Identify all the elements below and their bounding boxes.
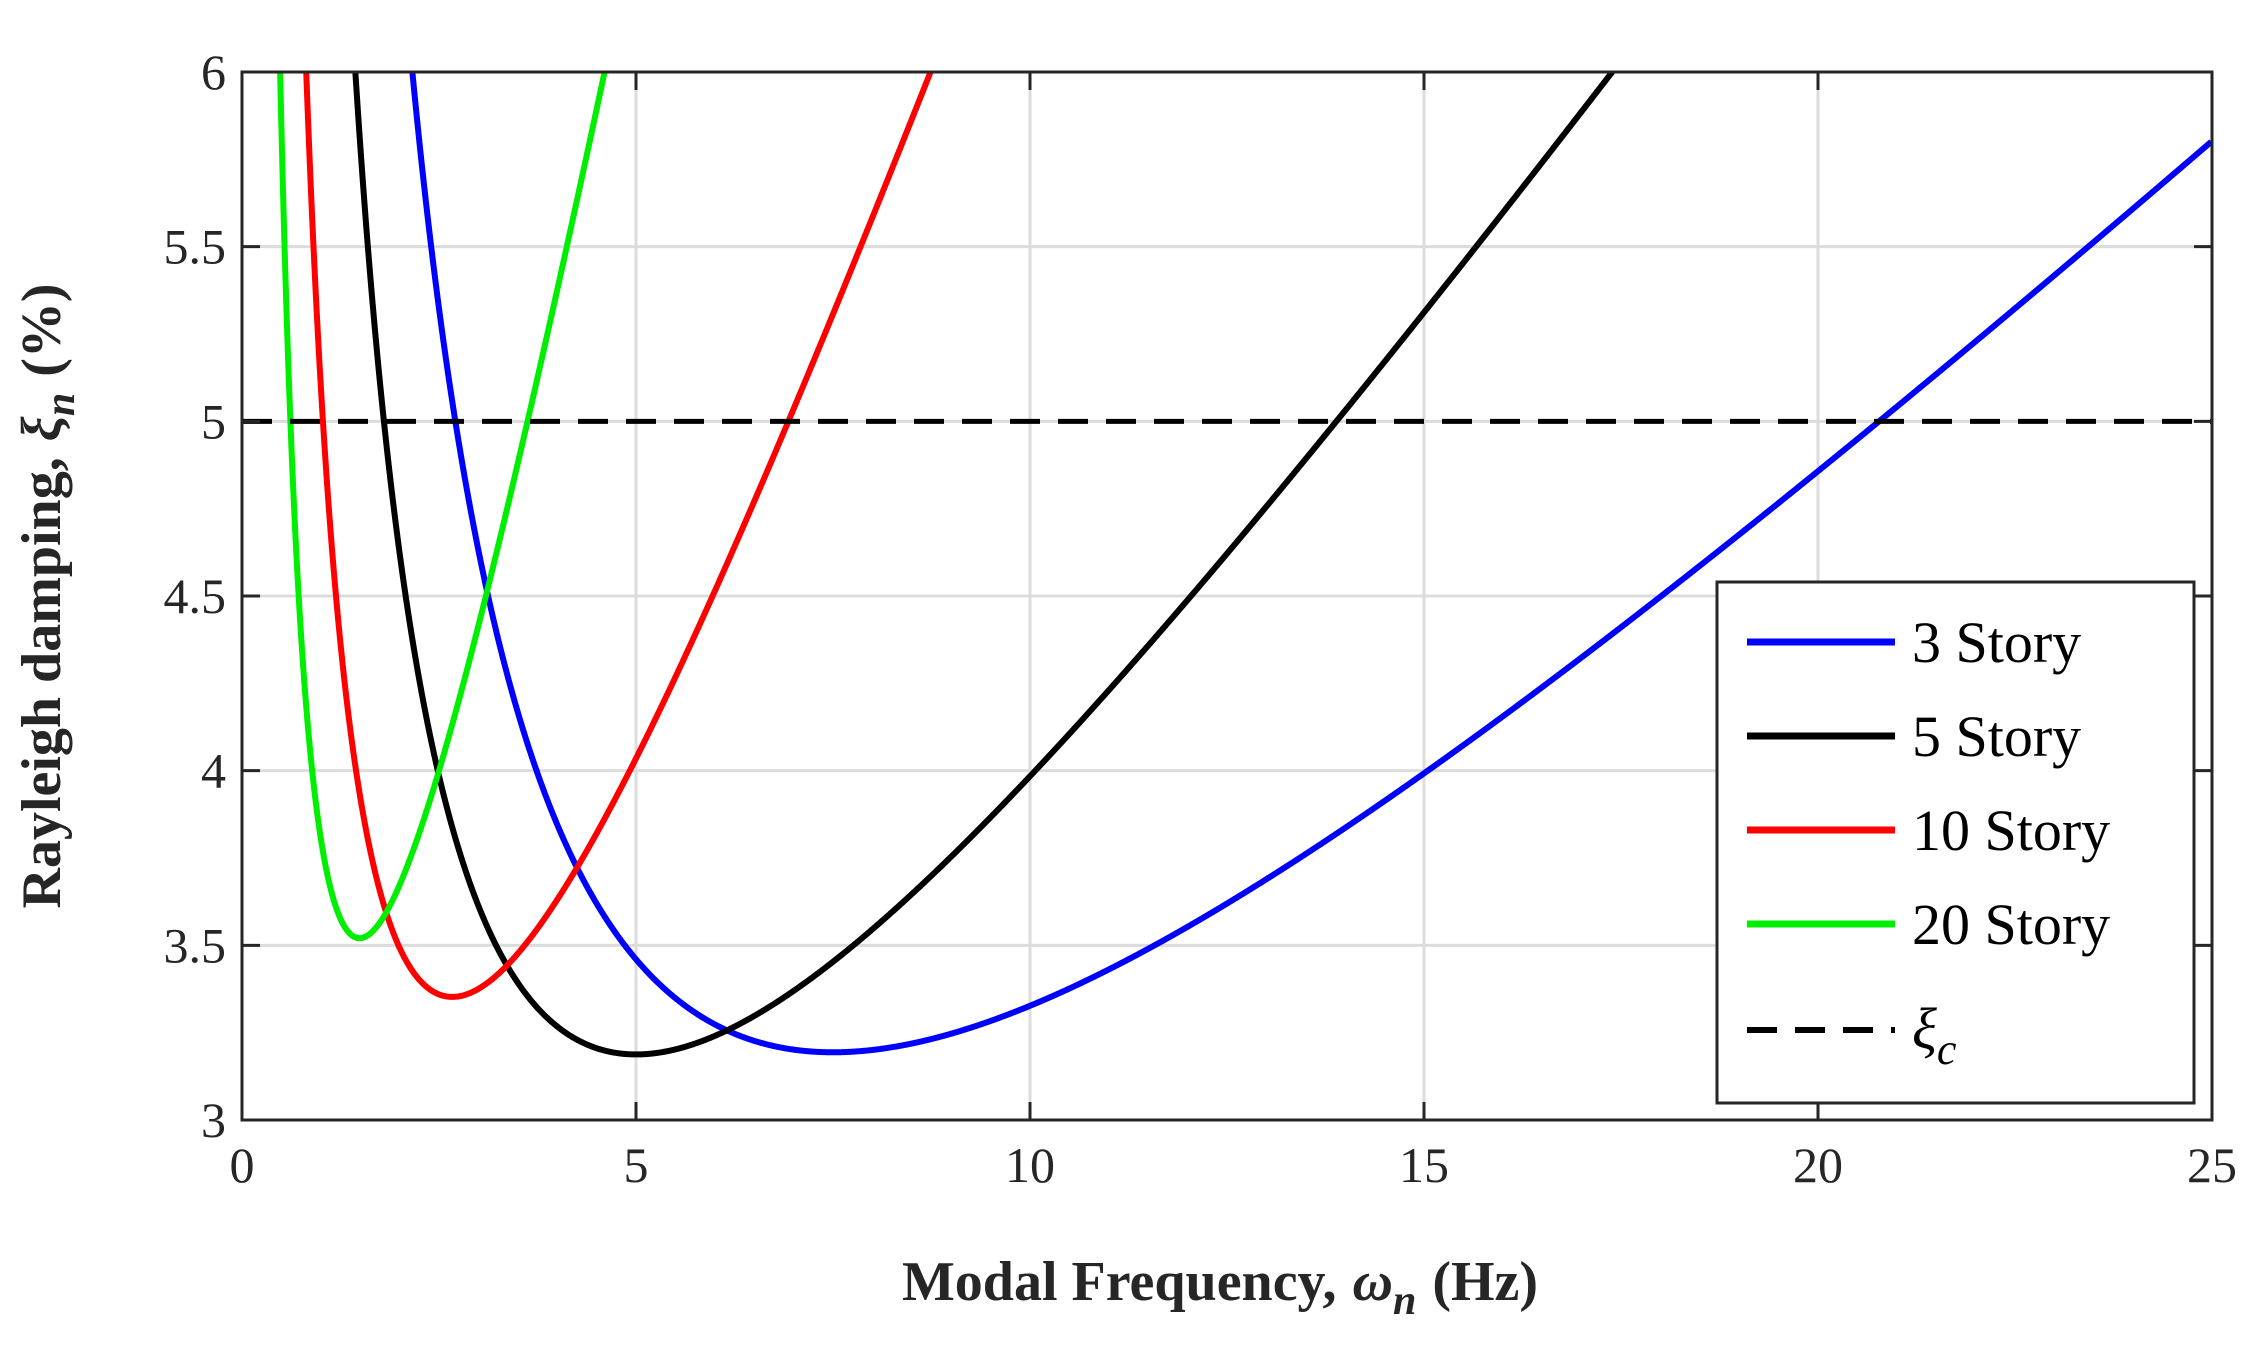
- legend-label-20-story: 20 Story: [1912, 892, 2110, 957]
- x-tick-label-25: 25: [2187, 1137, 2237, 1193]
- series-line-10-story: [303, 72, 934, 1000]
- y-tick-label-4-5: 4.5: [164, 568, 227, 624]
- y-tick-label-5: 5: [201, 393, 226, 449]
- legend-label-5-story: 5 Story: [1912, 704, 2081, 769]
- legend-label-3-story: 3 Story: [1912, 610, 2081, 675]
- legend-critical-subscript: c: [1937, 1025, 1957, 1074]
- x-tick-label-0: 0: [230, 1137, 255, 1193]
- x-axis-label: Modal Frequency, ωn (Hz): [902, 1251, 1538, 1324]
- y-tick-label-3: 3: [201, 1092, 226, 1148]
- series-line-20-story: [277, 72, 608, 942]
- series-layer: [242, 72, 2212, 1058]
- y-axis-label-text: Rayleigh damping,: [11, 457, 73, 908]
- y-tick-label-6: 6: [201, 44, 226, 100]
- x-axis-subscript: n: [1393, 1278, 1416, 1324]
- x-axis-units: (Hz): [1432, 1251, 1538, 1313]
- legend-box: [1715, 580, 2196, 1105]
- y-axis-units: (%): [11, 283, 73, 376]
- y-axis-subscript: n: [38, 393, 84, 416]
- y-tick-label-4: 4: [201, 743, 226, 799]
- x-tick-label-10: 10: [1005, 1137, 1055, 1193]
- x-tick-label-5: 5: [624, 1137, 649, 1193]
- legend-label-critical-damping: ξc: [1912, 996, 1957, 1074]
- y-axis-label: Rayleigh damping, ξn (%): [11, 283, 84, 908]
- y-tick-label-5-5: 5.5: [164, 219, 227, 275]
- x-tick-label-20: 20: [1793, 1137, 1843, 1193]
- frame-ticks: [240, 70, 2214, 1122]
- legend-label-10-story: 10 Story: [1912, 798, 2110, 863]
- legend: 3 Story 5 Story 10 Story 20 Story ξc: [1715, 580, 2196, 1105]
- tick-layer: 0 5 10 15 20 25 3 3.5 4 4.5 5 5.5 6: [164, 44, 2238, 1193]
- legend-critical-symbol: ξ: [1912, 996, 1937, 1061]
- x-axis-symbol: ω: [1352, 1251, 1393, 1313]
- x-axis-label-text: Modal Frequency,: [902, 1251, 1337, 1313]
- y-tick-label-3-5: 3.5: [164, 917, 227, 973]
- y-axis-symbol: ξ: [11, 416, 73, 441]
- series-line-3-story: [409, 72, 2212, 1056]
- x-tick-label-15: 15: [1399, 1137, 1449, 1193]
- series-line-5-story: [352, 72, 1617, 1058]
